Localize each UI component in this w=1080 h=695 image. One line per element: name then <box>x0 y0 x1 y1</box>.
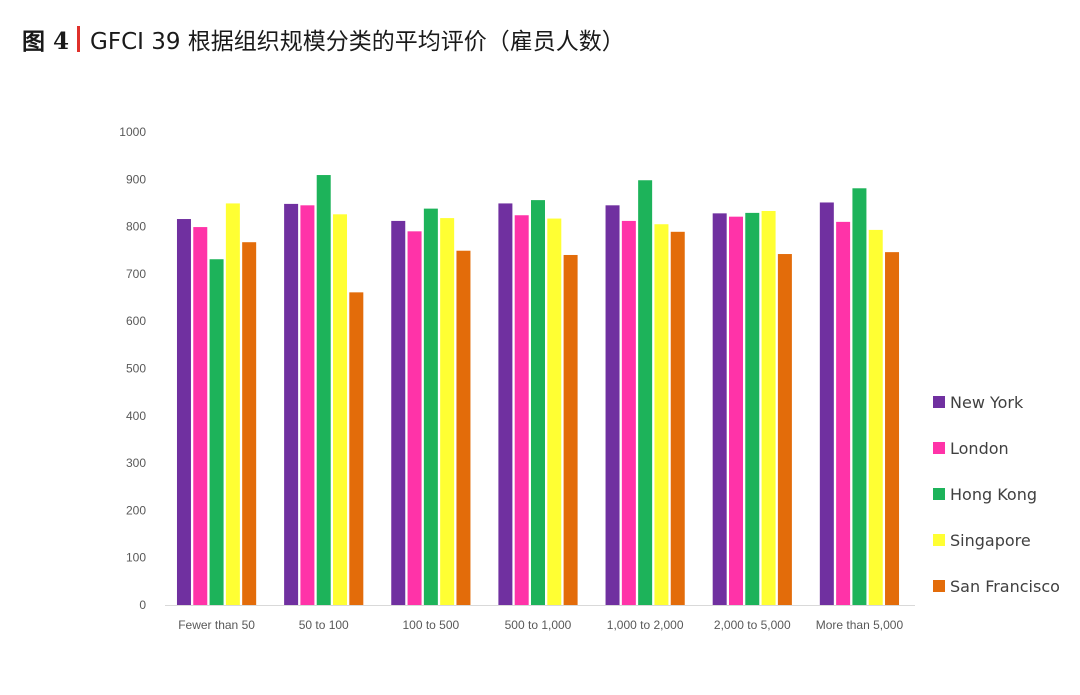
y-tick-label: 400 <box>126 409 146 423</box>
x-category-label: 100 to 500 <box>402 618 459 632</box>
x-category-label: 1,000 to 2,000 <box>607 618 684 632</box>
x-category-label: 2,000 to 5,000 <box>714 618 791 632</box>
x-category-label: More than 5,000 <box>816 618 904 632</box>
bar-san-francisco <box>563 254 578 606</box>
bar-new-york <box>498 203 513 605</box>
legend-label: San Francisco <box>950 577 1060 596</box>
y-tick-label: 100 <box>126 551 146 565</box>
bar-london <box>407 231 422 605</box>
bar-hong-kong <box>852 188 867 606</box>
legend-swatch <box>933 580 945 592</box>
bar-singapore <box>333 214 348 605</box>
bar-hong-kong <box>209 259 224 605</box>
bar-hong-kong <box>638 180 653 605</box>
legend-label: New York <box>950 393 1024 412</box>
bar-san-francisco <box>670 231 685 606</box>
bars <box>176 175 900 606</box>
y-tick-label: 900 <box>126 172 146 186</box>
bar-singapore <box>547 218 562 605</box>
bar-san-francisco <box>242 242 257 606</box>
y-axis: 0 100 200 300 400 500 600 700 800 900 1000 <box>119 125 146 612</box>
y-tick-label: 600 <box>126 314 146 328</box>
bar-new-york <box>284 203 299 605</box>
y-tick-label: 0 <box>139 598 146 612</box>
y-tick-label: 200 <box>126 503 146 517</box>
bar-new-york <box>605 205 620 605</box>
legend: New York London Hong Kong Singapore San Fran… <box>933 393 1060 596</box>
y-tick-label: 1000 <box>119 125 146 139</box>
title-separator <box>77 26 81 52</box>
y-tick-label: 300 <box>126 456 146 470</box>
bar-london <box>728 216 743 606</box>
legend-swatch <box>933 442 945 454</box>
legend-swatch <box>933 488 945 500</box>
bar-san-francisco <box>349 292 364 605</box>
bar-singapore <box>654 224 669 606</box>
figure-title-text: GFCI 39 根据组织规模分类的平均评价（雇员人数） <box>90 29 625 55</box>
bar-singapore <box>761 210 776 605</box>
legend-label: Singapore <box>950 531 1031 550</box>
bar-london <box>836 221 851 605</box>
x-axis: Fewer than 50 50 to 100 100 to 500 500 to 1… <box>178 618 903 632</box>
x-category-label: Fewer than 50 <box>178 618 255 632</box>
bar-london <box>193 227 208 605</box>
figure-title: 图 4 GFCI 39 根据组织规模分类的平均评价（雇员人数） <box>22 22 625 56</box>
bar-hong-kong <box>745 212 760 605</box>
bar-hong-kong <box>423 208 438 605</box>
y-tick-label: 700 <box>126 267 146 281</box>
bar-hong-kong <box>531 200 545 605</box>
legend-label: Hong Kong <box>950 485 1037 504</box>
legend-swatch <box>933 534 945 546</box>
bar-london <box>300 205 315 605</box>
legend-swatch <box>933 396 945 408</box>
bar-new-york <box>712 213 727 605</box>
bar-san-francisco <box>777 254 792 605</box>
bar-san-francisco <box>456 250 471 605</box>
bar-san-francisco <box>885 252 900 605</box>
bar-hong-kong <box>316 175 331 605</box>
bar-london <box>514 215 529 606</box>
y-tick-label: 800 <box>126 220 146 234</box>
x-category-label: 500 to 1,000 <box>505 618 572 632</box>
figure-number: 图 4 <box>22 28 70 55</box>
bar-singapore <box>225 203 240 605</box>
bar-singapore <box>868 229 883 605</box>
bar-new-york <box>176 219 191 606</box>
x-category-label: 50 to 100 <box>299 618 349 632</box>
bar-new-york <box>391 220 406 605</box>
bar-london <box>621 220 636 605</box>
y-tick-label: 500 <box>126 362 146 376</box>
bar-new-york <box>819 202 834 606</box>
legend-label: London <box>950 439 1009 458</box>
bar-singapore <box>440 218 455 605</box>
